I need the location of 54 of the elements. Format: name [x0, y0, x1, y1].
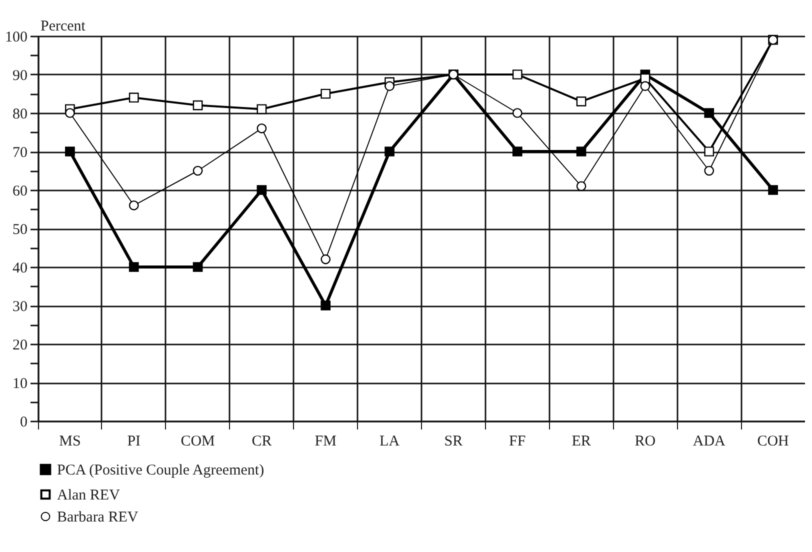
- y-tick-label: 70: [12, 145, 28, 161]
- x-tick-label: PI: [127, 434, 141, 450]
- point: [128, 262, 139, 272]
- point: [768, 185, 778, 195]
- point: [192, 262, 203, 272]
- legend-label: Alan REV: [57, 488, 120, 504]
- point: [320, 300, 331, 310]
- point: [320, 254, 331, 264]
- legend-label: PCA (Positive Couple Agreement): [57, 462, 264, 478]
- x-tick-label: FM: [314, 434, 336, 450]
- x-tick-label: ER: [572, 434, 591, 450]
- point: [128, 92, 139, 103]
- x-tick-label: LA: [380, 434, 400, 450]
- x-tick-label: SR: [444, 434, 463, 450]
- y-tick-label: 20: [12, 338, 28, 354]
- y-tick-label: 50: [12, 222, 28, 238]
- point: [576, 181, 586, 192]
- x-tick-label: RO: [634, 434, 656, 450]
- point: [704, 146, 714, 156]
- point: [384, 81, 394, 91]
- point: [65, 108, 75, 118]
- y-tick-label: 0: [20, 414, 28, 430]
- x-tick-label: FF: [509, 434, 526, 450]
- point: [192, 166, 203, 176]
- point: [512, 146, 522, 156]
- point: [384, 146, 394, 156]
- point: [512, 70, 522, 80]
- point: [704, 108, 714, 118]
- x-tick-label: CR: [252, 434, 272, 450]
- point: [128, 200, 139, 210]
- y-tick-label: 10: [12, 376, 28, 392]
- point: [512, 108, 522, 118]
- point: [192, 100, 203, 110]
- x-tick-label: MS: [59, 434, 81, 450]
- point: [256, 185, 267, 195]
- point: [320, 88, 331, 99]
- y-axis-title: Percent: [40, 18, 86, 34]
- y-tick-label: 80: [12, 106, 28, 122]
- x-tick-label: COH: [757, 434, 790, 450]
- y-tick-label: 30: [12, 299, 28, 315]
- legend-label: Barbara REV: [57, 510, 138, 526]
- x-tick-label: COM: [180, 434, 215, 450]
- point: [704, 166, 714, 176]
- point: [576, 146, 586, 156]
- y-tick-label: 100: [5, 30, 28, 46]
- y-tick-label: 40: [12, 260, 28, 276]
- point: [576, 96, 586, 106]
- y-tick-label: 90: [12, 68, 28, 84]
- y-tick-label: 60: [12, 184, 28, 200]
- x-tick-label: ADA: [692, 434, 726, 450]
- point: [256, 104, 267, 114]
- point: [256, 123, 267, 134]
- point: [640, 81, 650, 91]
- point: [65, 146, 75, 156]
